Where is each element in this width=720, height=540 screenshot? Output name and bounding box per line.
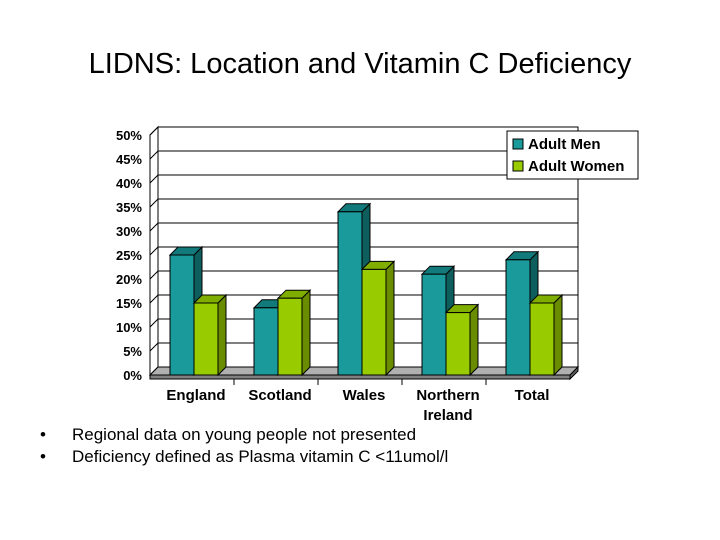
bar — [445, 312, 471, 376]
x-tick-label: England — [166, 387, 225, 404]
bar — [169, 254, 195, 376]
x-axis-ticks: England Scotland Wales Northern Ireland Total — [166, 379, 549, 420]
y-tick-label: 40% — [116, 176, 142, 191]
x-tick-label: Ireland — [423, 407, 472, 420]
bar — [193, 302, 219, 376]
y-tick-label: 30% — [116, 224, 142, 239]
bar-chart: 0% 5% 10% 15% 20% 25% 30% 35% 40% 45% 50% England S… — [116, 125, 639, 420]
y-tick-label: 25% — [116, 248, 142, 263]
gridline — [149, 246, 578, 256]
bullet-marker: • — [40, 447, 46, 466]
legend-box — [506, 130, 639, 180]
y-tick-label: 45% — [116, 152, 142, 167]
y-tick-label: 35% — [116, 200, 142, 215]
y-axis-ticks: 0% 5% 10% 15% 20% 25% 30% 35% 40% 45% 50% — [116, 128, 142, 383]
bar — [337, 211, 363, 376]
bullet-text: Regional data on young people not presen… — [72, 425, 417, 444]
bullet-item: • Regional data on young people not prese… — [40, 424, 448, 446]
y-tick-label: 0% — [123, 368, 142, 383]
x-tick-label: Scotland — [248, 387, 311, 404]
bullet-item: • Deficiency defined as Plasma vitamin C … — [40, 446, 448, 468]
chart-bars — [168, 202, 564, 377]
floor-front — [149, 374, 571, 380]
bullet-marker: • — [40, 425, 46, 444]
bar-side — [385, 260, 395, 377]
y-tick-label: 15% — [116, 296, 142, 311]
y-tick-label: 20% — [116, 272, 142, 287]
bar-side — [301, 288, 311, 377]
y-tick-label: 5% — [123, 344, 142, 359]
bar — [361, 268, 387, 376]
gridline — [149, 150, 578, 160]
bar — [529, 302, 555, 376]
chart-legend: Adult Men Adult Women — [506, 130, 639, 180]
x-tick-label: Total — [515, 387, 550, 404]
x-tick-label: Northern — [416, 387, 479, 404]
bar — [277, 297, 303, 376]
gridline — [149, 126, 578, 136]
bullet-list: • Regional data on young people not prese… — [40, 424, 448, 468]
y-tick-label: 10% — [116, 320, 142, 335]
x-tick-label: Wales — [343, 387, 386, 404]
bar-side — [217, 293, 227, 377]
legend-label: Adult Men — [528, 136, 601, 153]
legend-swatch — [512, 138, 524, 150]
bar — [505, 259, 531, 376]
bar-side — [469, 303, 479, 377]
slide-title: LIDNS: Location and Vitamin C Deficiency — [88, 48, 632, 80]
gridline — [149, 174, 578, 184]
legend-label: Adult Women — [528, 158, 624, 175]
bullet-text: Deficiency defined as Plasma vitamin C <… — [72, 447, 449, 466]
bar — [253, 307, 279, 376]
bar-side — [553, 293, 563, 377]
floor-side — [569, 365, 579, 381]
gridline — [149, 222, 578, 232]
bar — [421, 273, 447, 376]
gridline — [149, 198, 578, 208]
y-tick-label: 50% — [116, 128, 142, 143]
legend-swatch — [512, 160, 524, 172]
